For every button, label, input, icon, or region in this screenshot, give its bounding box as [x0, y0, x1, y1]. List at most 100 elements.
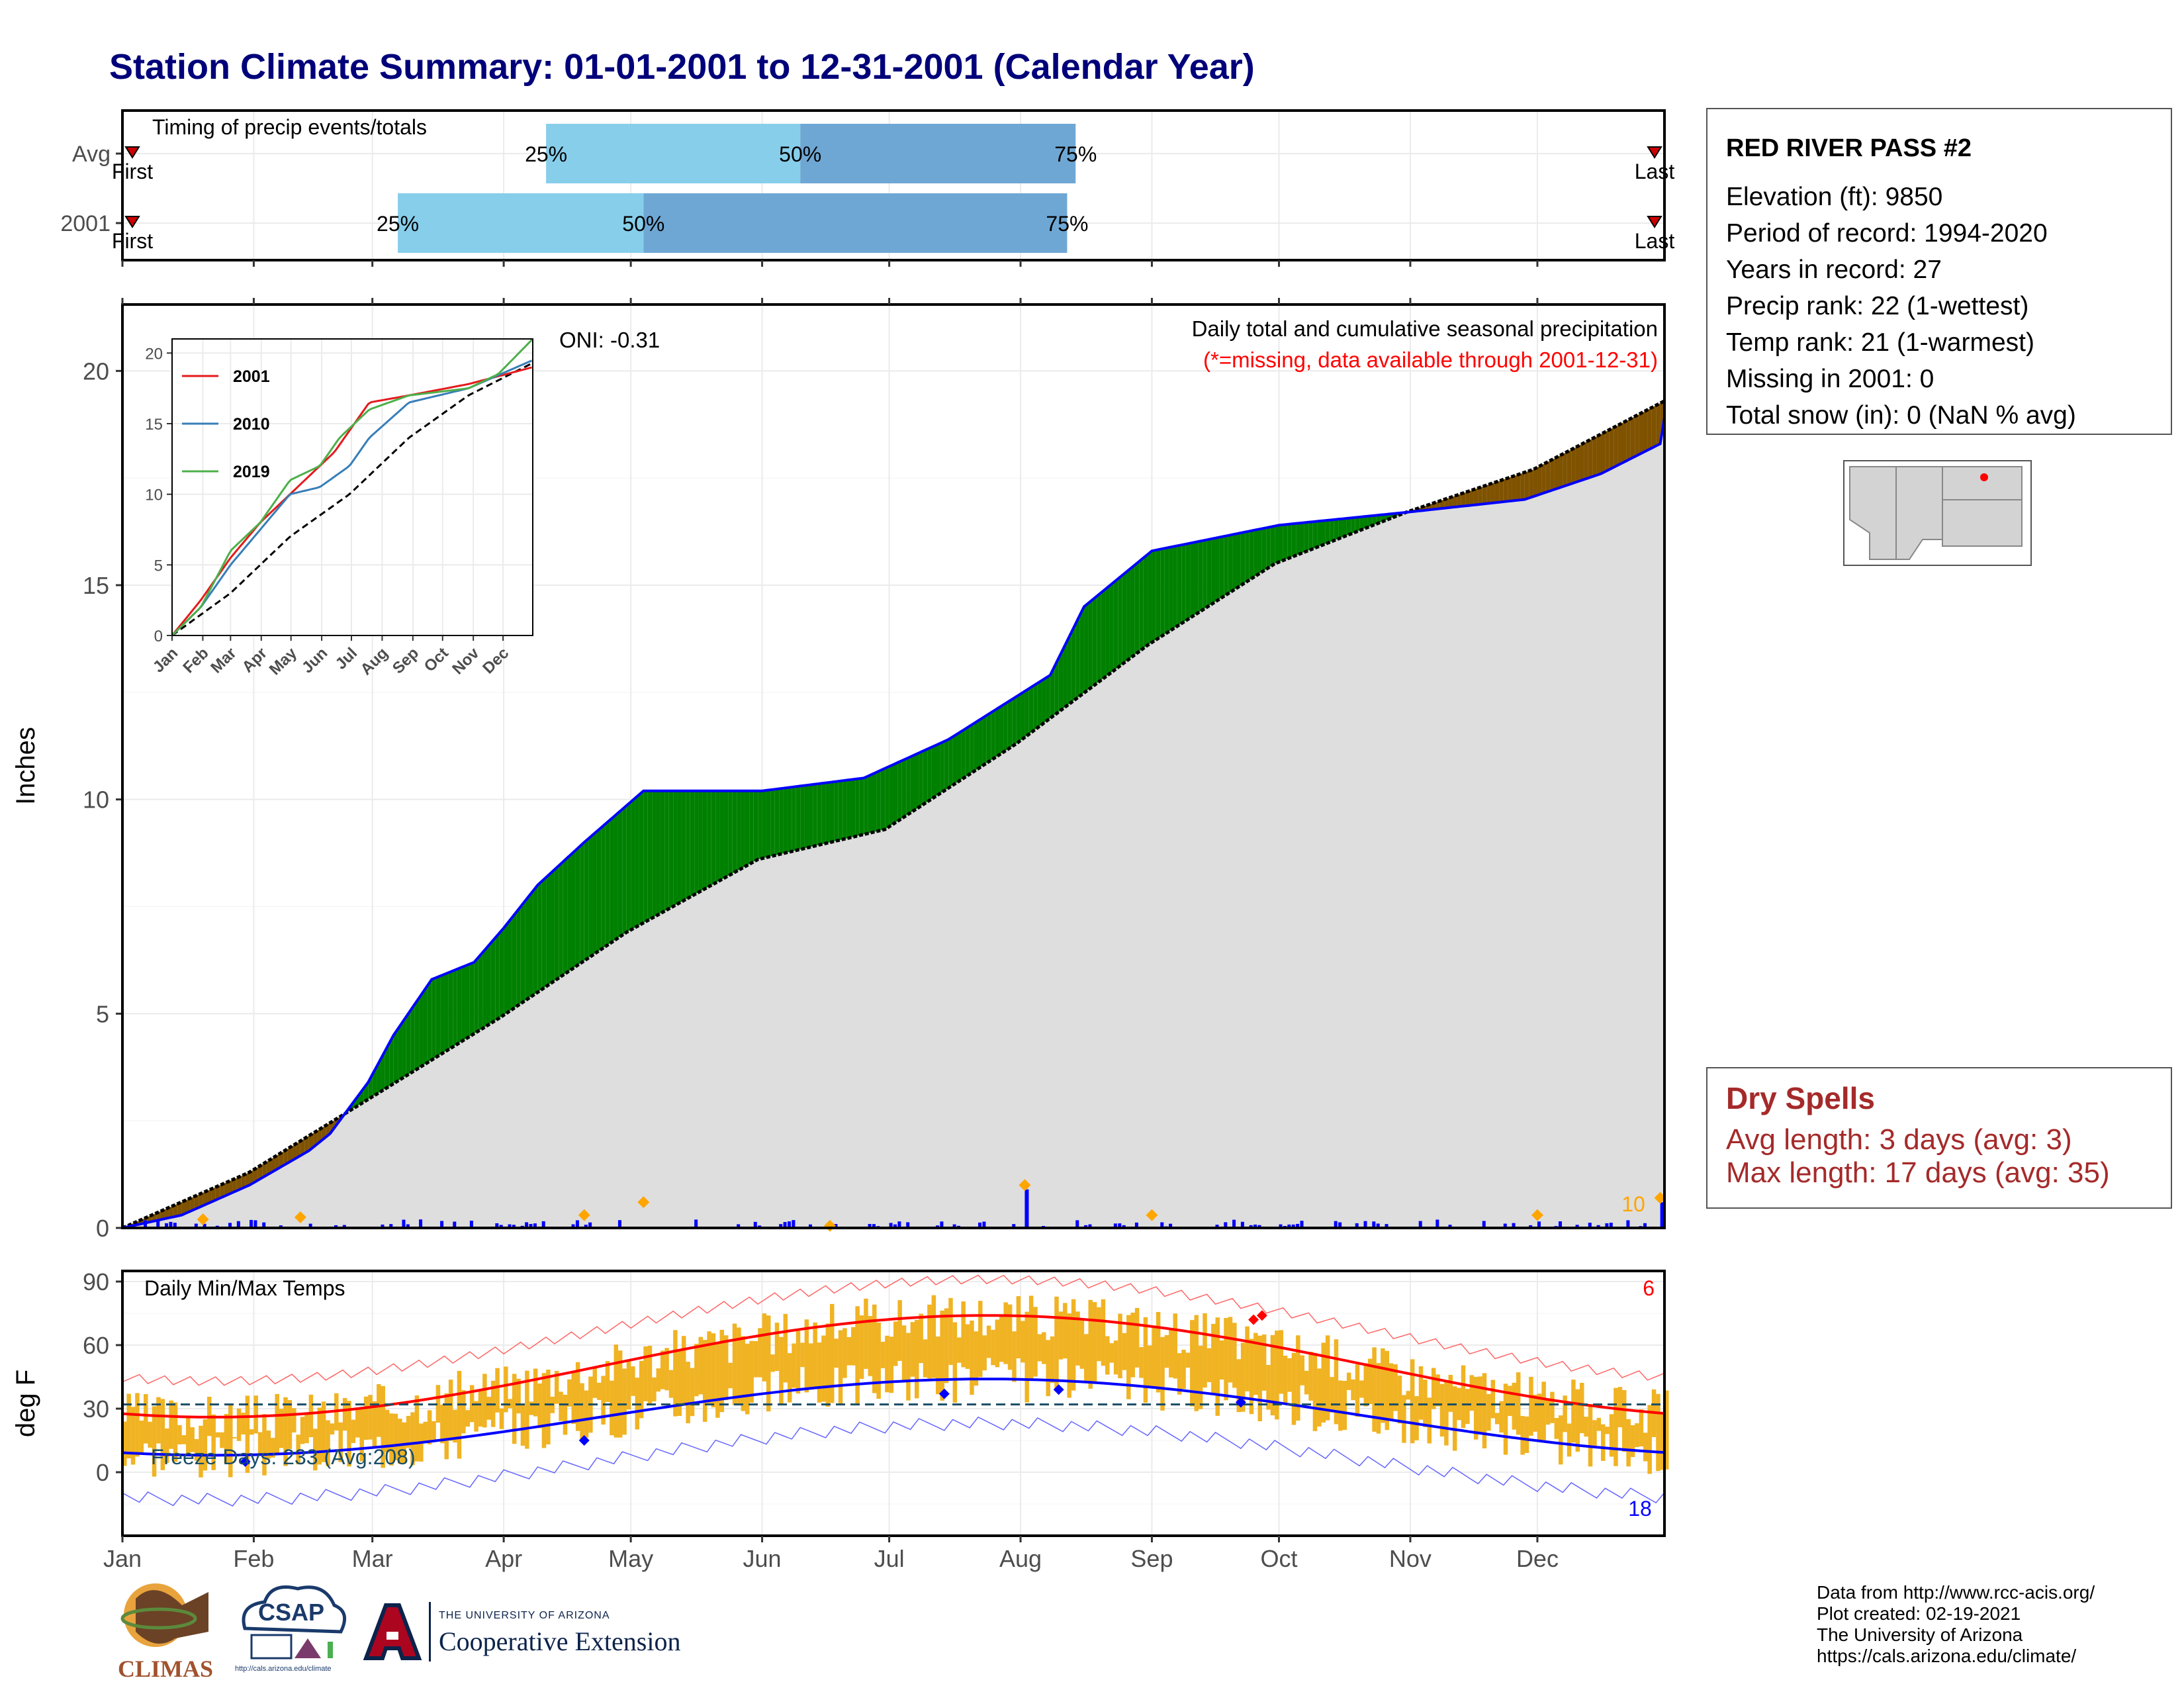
station-years: Years in record: 27 — [1726, 256, 1942, 284]
daily-temp-bar — [1635, 1423, 1639, 1448]
daily-precip-bar — [308, 1223, 312, 1228]
csap-logo: CSAP http://cals.arizona.edu/climate — [232, 1579, 351, 1685]
precip-deficit-area — [1537, 465, 1542, 496]
precip-surplus-area — [533, 885, 538, 996]
precip-surplus-area — [631, 798, 635, 930]
precip-surplus-area — [1028, 686, 1034, 735]
precip-deficit-area — [1614, 425, 1618, 467]
precip-surplus-area — [1113, 579, 1118, 671]
precip-deficit-area — [1635, 414, 1639, 457]
precip-surplus-area — [681, 790, 686, 902]
precip-surplus-area — [677, 790, 682, 904]
daily-temp-bar — [525, 1370, 529, 1449]
daily-precip-bar — [1558, 1221, 1562, 1228]
precip-deficit-area — [266, 1159, 271, 1176]
precip-deficit-area — [1643, 410, 1648, 453]
precip-deficit-area — [1508, 477, 1512, 502]
daily-temp-bar — [808, 1343, 813, 1390]
daily-temp-bar — [1457, 1387, 1461, 1421]
precip-deficit-area — [1605, 430, 1610, 472]
precip-surplus-area — [402, 1016, 406, 1079]
timing-first-label: First — [112, 160, 153, 183]
precip-deficit-area — [1482, 485, 1487, 504]
daily-precip-bar — [236, 1221, 240, 1228]
precip-deficit-area — [186, 1198, 191, 1213]
timing-p50-label: 50% — [622, 212, 664, 236]
precip-surplus-area — [1079, 606, 1085, 696]
daily-temp-bar — [156, 1397, 161, 1444]
daily-temp-bar — [596, 1382, 602, 1400]
daily-temp-bar — [999, 1315, 1004, 1362]
daily-temp-bar — [1063, 1303, 1068, 1359]
precip-deficit-area — [207, 1189, 212, 1204]
daily-precip-bar — [940, 1221, 944, 1228]
precip-surplus-area — [1296, 523, 1300, 556]
precip-surplus-area — [656, 790, 660, 916]
precip-surplus-area — [1139, 557, 1144, 652]
daily-temp-bar — [1028, 1295, 1034, 1380]
precip-deficit-area — [275, 1154, 279, 1171]
daily-temp-bar — [1185, 1352, 1191, 1368]
temp-ytick-label: 0 — [96, 1459, 109, 1486]
daily-precip-bar — [897, 1221, 901, 1228]
daily-temp-bar — [186, 1416, 191, 1454]
daily-temp-bar — [787, 1353, 792, 1403]
precip-deficit-area — [308, 1133, 314, 1151]
daily-temp-bar — [1351, 1379, 1355, 1401]
precip-surplus-area — [1088, 599, 1093, 690]
daily-temp-bar — [1647, 1405, 1652, 1474]
precip-surplus-area — [919, 751, 923, 808]
daily-temp-bar — [1219, 1340, 1224, 1380]
climas-text: CLIMAS — [117, 1656, 214, 1682]
daily-temp-bar — [745, 1343, 750, 1415]
precip-surplus-area — [1054, 658, 1059, 716]
daily-temp-bar — [923, 1339, 928, 1378]
inset-ytick-label: 5 — [154, 557, 163, 575]
precip-surplus-area — [440, 974, 445, 1055]
precip-surplus-area — [931, 745, 936, 800]
daily-temp-bar — [868, 1315, 873, 1376]
daily-temp-bar — [1156, 1311, 1161, 1393]
daily-temp-bar — [927, 1304, 932, 1379]
precip-ytick-label: 20 — [83, 357, 109, 385]
daily-temp-bar — [647, 1346, 653, 1404]
precip-ytick-label: 15 — [83, 572, 109, 599]
daily-temp-bar — [1181, 1349, 1186, 1389]
daily-temp-bar — [1609, 1414, 1614, 1457]
precip-surplus-area — [1291, 523, 1297, 557]
daily-temp-bar — [876, 1322, 881, 1399]
daily-precip-bar — [541, 1221, 545, 1228]
precip-surplus-area — [1275, 525, 1279, 564]
daily-temp-bar — [1545, 1399, 1551, 1425]
daily-temp-bar — [1605, 1427, 1610, 1434]
daily-temp-bar — [728, 1362, 733, 1389]
daily-temp-bar — [122, 1421, 127, 1466]
daily-temp-bar — [1626, 1419, 1631, 1467]
daily-temp-bar — [1283, 1355, 1288, 1405]
precip-surplus-area — [525, 896, 529, 1001]
daily-precip-bar — [1503, 1223, 1507, 1228]
daily-temp-bar — [457, 1370, 462, 1459]
precip-deficit-area — [1520, 472, 1525, 500]
precip-surplus-area — [1372, 515, 1377, 526]
precip-deficit-area — [1567, 449, 1572, 485]
daily-precip-bar — [1626, 1220, 1630, 1228]
precip-surplus-area — [1215, 537, 1220, 602]
daily-precip-bar — [1334, 1221, 1338, 1228]
daily-temp-bar — [512, 1374, 517, 1444]
daily-temp-bar — [1494, 1413, 1500, 1425]
daily-precip-bar — [130, 1225, 134, 1228]
daily-precip-bar — [1291, 1224, 1295, 1228]
daily-temp-bar — [292, 1408, 296, 1432]
daily-temp-bar — [1194, 1315, 1199, 1411]
daily-temp-bar — [1617, 1387, 1623, 1428]
daily-temp-bar — [901, 1325, 907, 1383]
daily-temp-bar — [215, 1432, 220, 1438]
daily-precip-bar — [173, 1223, 177, 1228]
dry-avg-length: Avg length: 3 days (avg: 3) — [1726, 1123, 2072, 1156]
precip-surplus-area — [559, 861, 563, 978]
precip-surplus-area — [737, 790, 741, 872]
daily-temp-bar — [850, 1327, 856, 1366]
precip-surplus-area — [753, 790, 758, 862]
daily-temp-bar — [1249, 1338, 1254, 1415]
